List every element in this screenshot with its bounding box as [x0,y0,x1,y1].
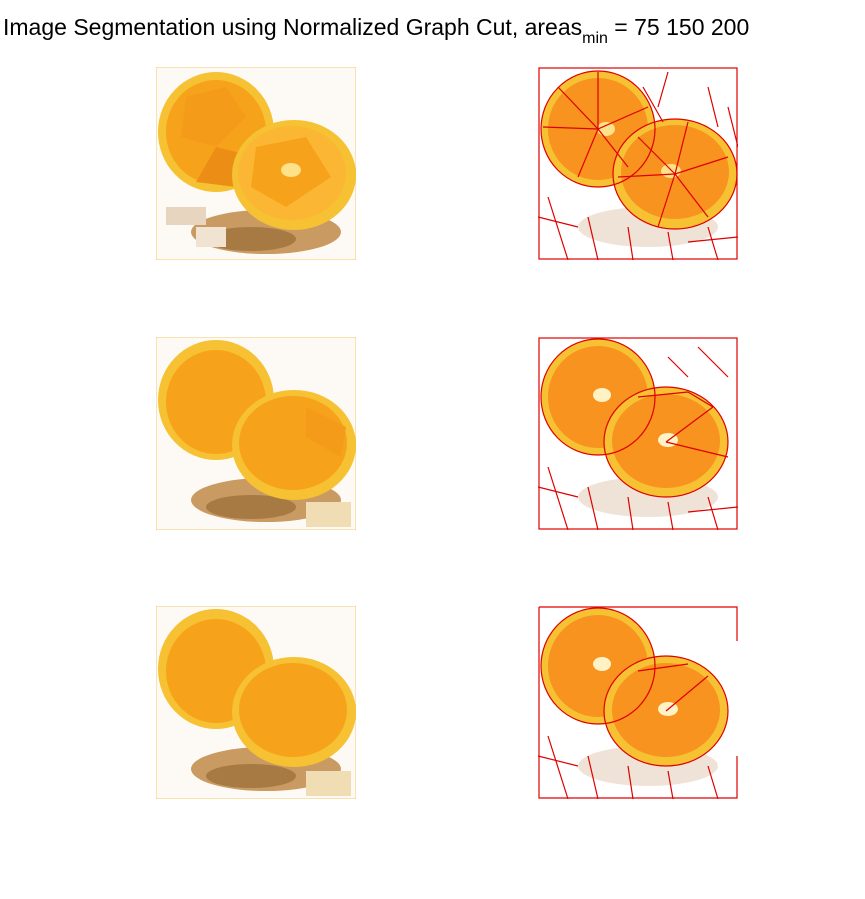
segmented-oranges-image [156,606,356,799]
boundary-overlay-image [538,606,738,799]
segmented-oranges-image [156,67,356,260]
boundary-overlay-panel [538,67,738,260]
segmented-image-panel [156,67,356,260]
segmented-image-panel [156,606,356,799]
boundary-overlay-panel [538,337,738,530]
boundary-overlay-panel [538,606,738,799]
boundary-overlay-image [538,337,738,530]
segmented-image-panel [156,337,356,530]
boundary-overlay-image [538,67,738,260]
segmented-oranges-image [156,337,356,530]
figure-title: Image Segmentation using Normalized Grap… [3,14,750,47]
